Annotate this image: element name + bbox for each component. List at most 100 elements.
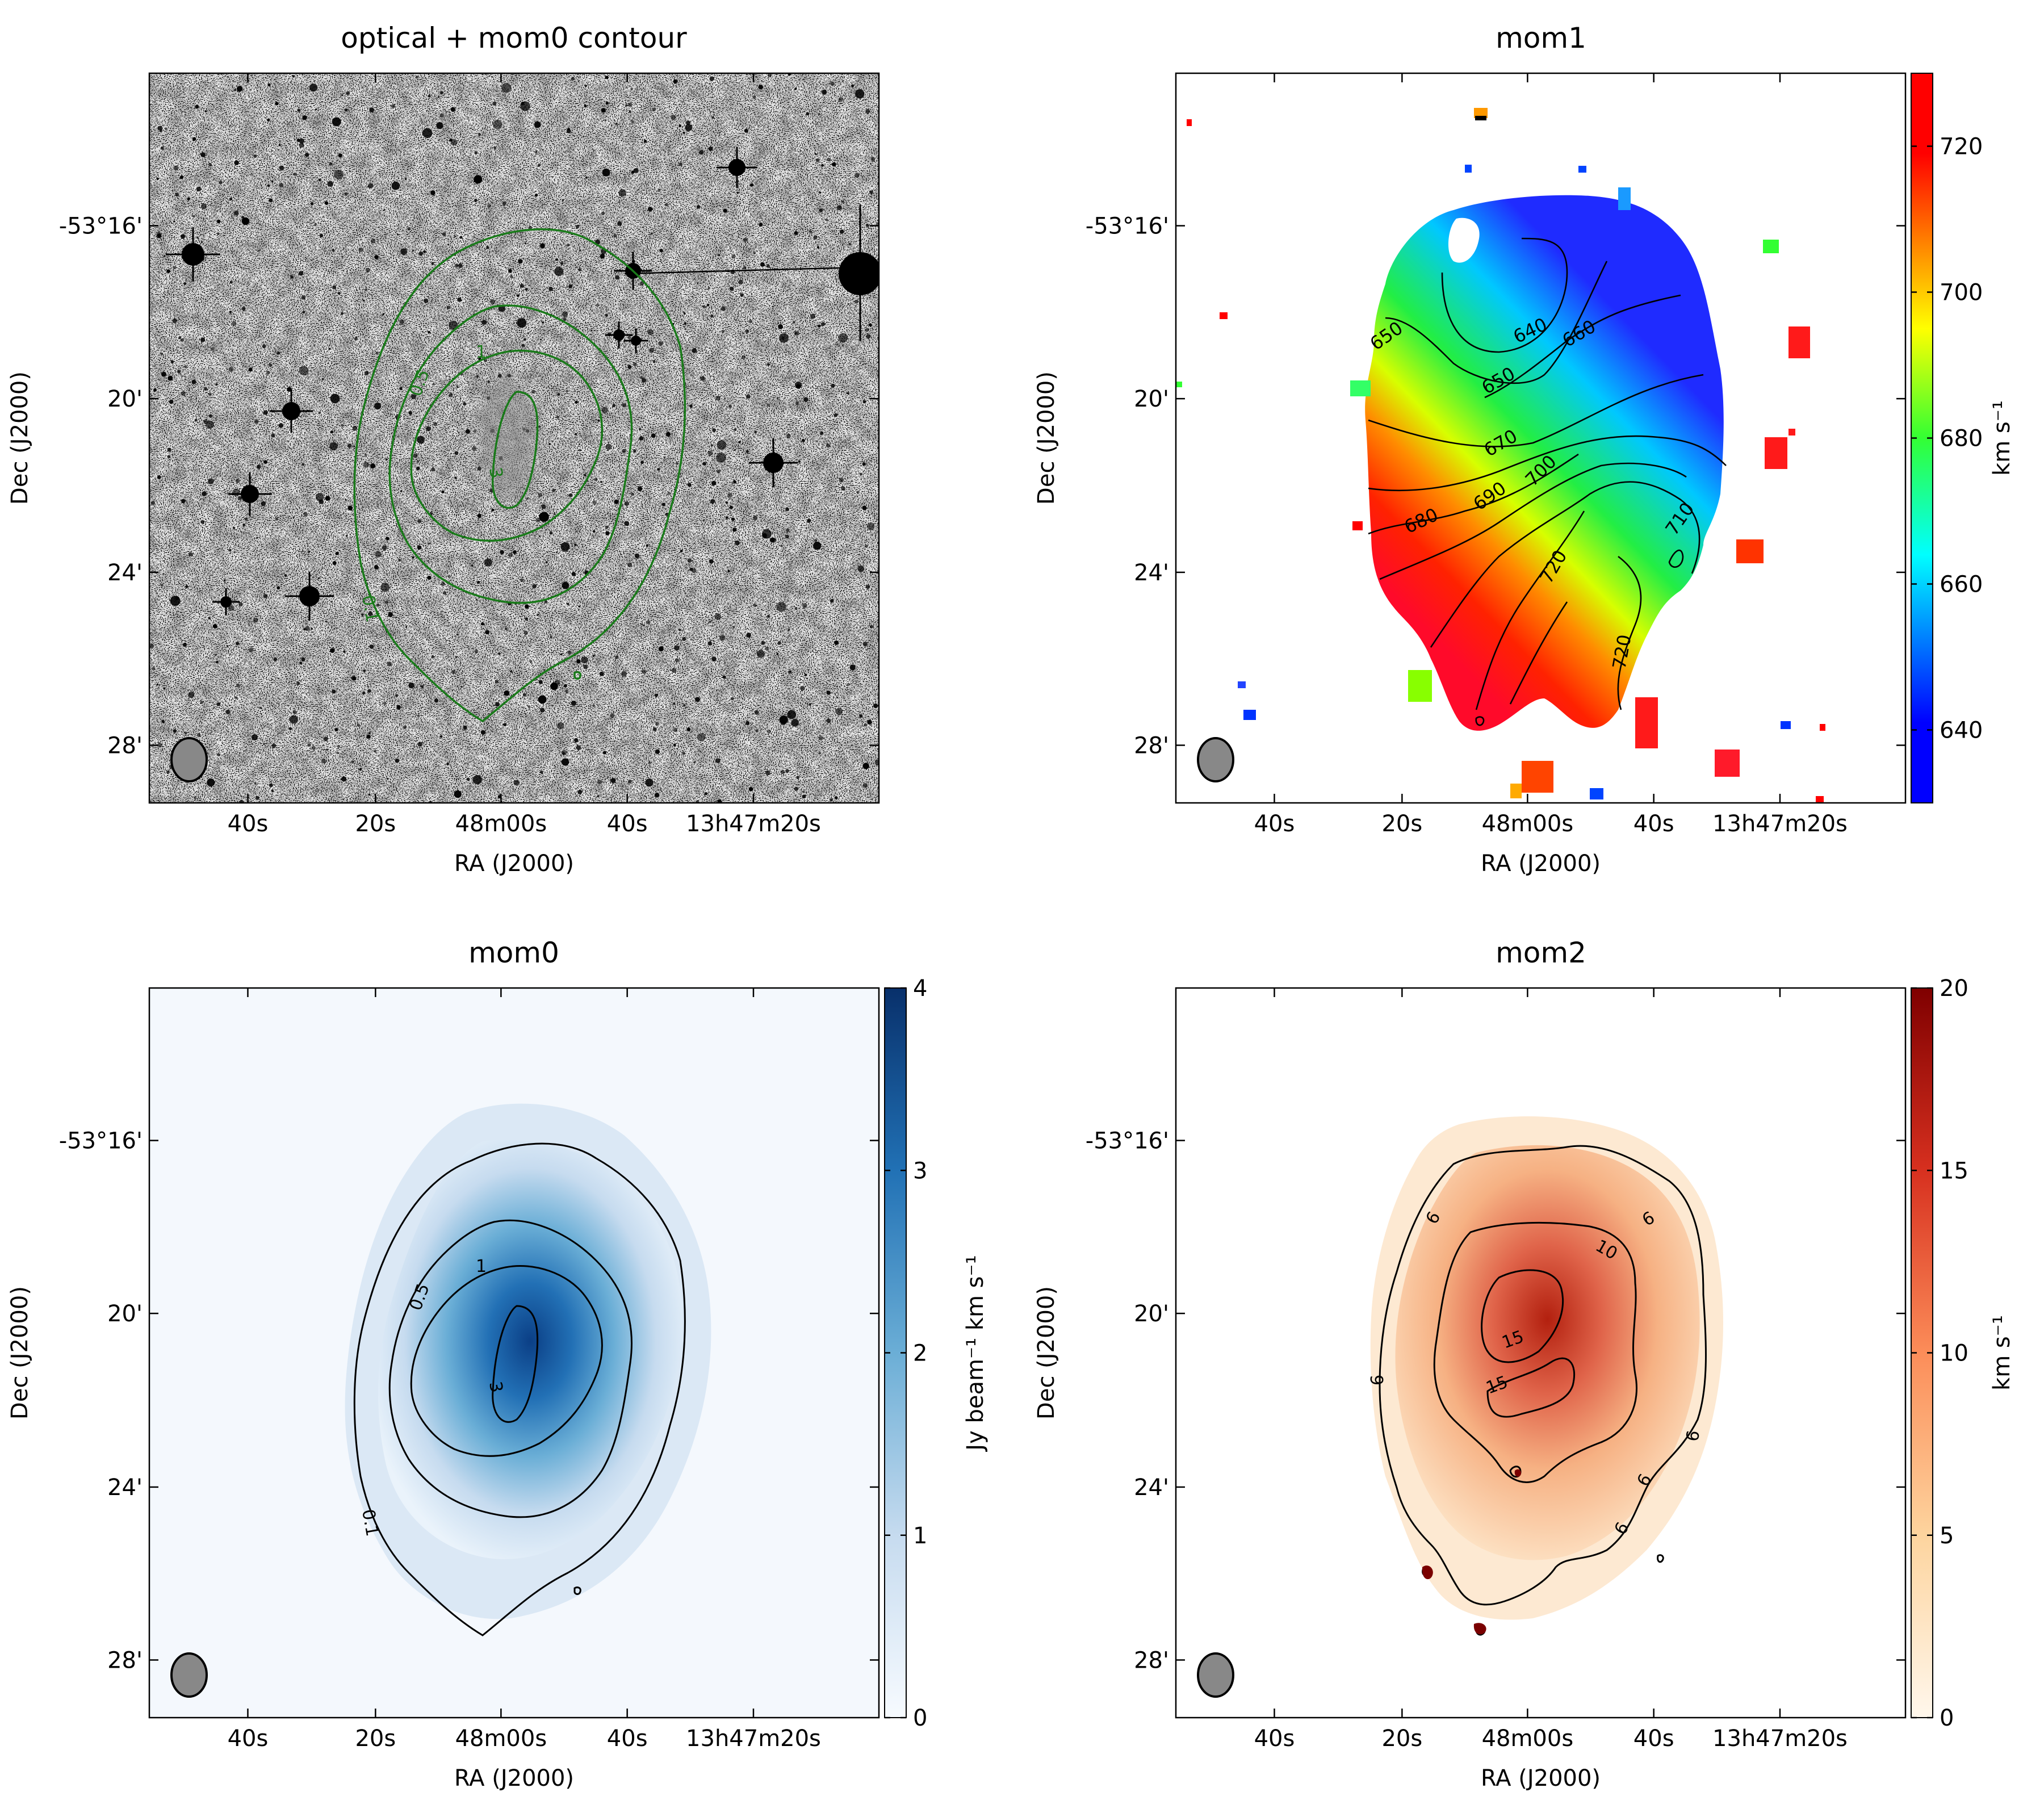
star [170, 360, 174, 363]
star [605, 531, 610, 535]
star [175, 192, 179, 196]
star [431, 655, 434, 659]
star [480, 730, 485, 735]
star [585, 85, 587, 87]
star [673, 743, 676, 747]
x-tick-label: 48m00s [455, 811, 547, 837]
x-tick-label: 20s [355, 1726, 396, 1752]
star [364, 453, 367, 457]
star [234, 160, 239, 165]
star [687, 558, 692, 563]
star [439, 113, 444, 118]
star [684, 322, 687, 325]
star [347, 443, 352, 448]
star [233, 551, 236, 554]
star [433, 422, 438, 426]
star [184, 365, 187, 369]
star [188, 692, 195, 698]
star [204, 110, 207, 112]
x-tick-label: 48m00s [455, 1726, 547, 1752]
colorbar-tick-label: 20 [1940, 976, 1968, 1002]
star [338, 153, 342, 158]
star [818, 736, 823, 741]
star [646, 620, 651, 625]
star [834, 640, 839, 645]
star [710, 444, 713, 447]
y-tick-label: 28' [107, 732, 143, 759]
star [686, 727, 691, 731]
panel-optical: optical + mom0 contour 0.1 0.5 1 3 [149, 22, 879, 803]
star [745, 450, 749, 453]
star [613, 234, 617, 238]
star [508, 269, 512, 273]
star [269, 783, 273, 788]
star [520, 283, 524, 288]
star [730, 286, 734, 291]
star [206, 420, 215, 429]
star [359, 768, 362, 771]
star [560, 542, 570, 551]
star [463, 726, 467, 730]
star [555, 258, 558, 261]
star [571, 572, 576, 576]
star [278, 423, 284, 428]
star [502, 202, 506, 206]
star [605, 443, 612, 450]
star [640, 623, 643, 626]
star [441, 490, 445, 494]
star [826, 625, 828, 627]
star [731, 254, 735, 258]
axes-mom0: 40s 20s 48m00s 40s 13h47m20s -53°16' 20' 24' 28'… [7, 976, 989, 1791]
star [640, 460, 644, 464]
star [778, 324, 784, 329]
star [316, 493, 324, 501]
star [639, 281, 644, 286]
star [874, 759, 879, 765]
star [450, 107, 455, 112]
star [335, 551, 339, 555]
star [865, 328, 869, 332]
star [449, 139, 453, 142]
star [411, 394, 416, 399]
star [351, 676, 357, 681]
star [454, 476, 457, 479]
star [454, 451, 459, 455]
star [266, 371, 270, 375]
star [263, 594, 268, 598]
y-tick-label: -53°16' [59, 1128, 143, 1154]
star [652, 360, 656, 363]
panel-title: mom2 [1496, 936, 1586, 969]
star [526, 497, 529, 500]
star [627, 562, 633, 568]
star [680, 550, 683, 552]
star [657, 189, 661, 192]
star [180, 338, 185, 342]
star [826, 443, 831, 448]
star [785, 534, 789, 539]
star [628, 103, 633, 107]
star [362, 692, 366, 695]
star [216, 702, 221, 706]
star [792, 320, 795, 324]
star [733, 480, 736, 484]
star [495, 702, 500, 707]
star [597, 794, 600, 798]
star [816, 246, 820, 249]
star [707, 641, 712, 646]
star [706, 303, 710, 307]
star [273, 658, 278, 662]
x-tick-label: 13h47m20s [1712, 811, 1848, 837]
star [557, 722, 564, 730]
star [802, 794, 806, 799]
star [830, 81, 835, 86]
star [614, 499, 619, 504]
star [777, 397, 779, 400]
star [271, 789, 274, 793]
star [554, 680, 560, 686]
star [766, 264, 770, 268]
star [642, 378, 647, 383]
star [654, 693, 658, 697]
star [157, 125, 163, 131]
star [730, 697, 734, 701]
star [267, 184, 270, 187]
